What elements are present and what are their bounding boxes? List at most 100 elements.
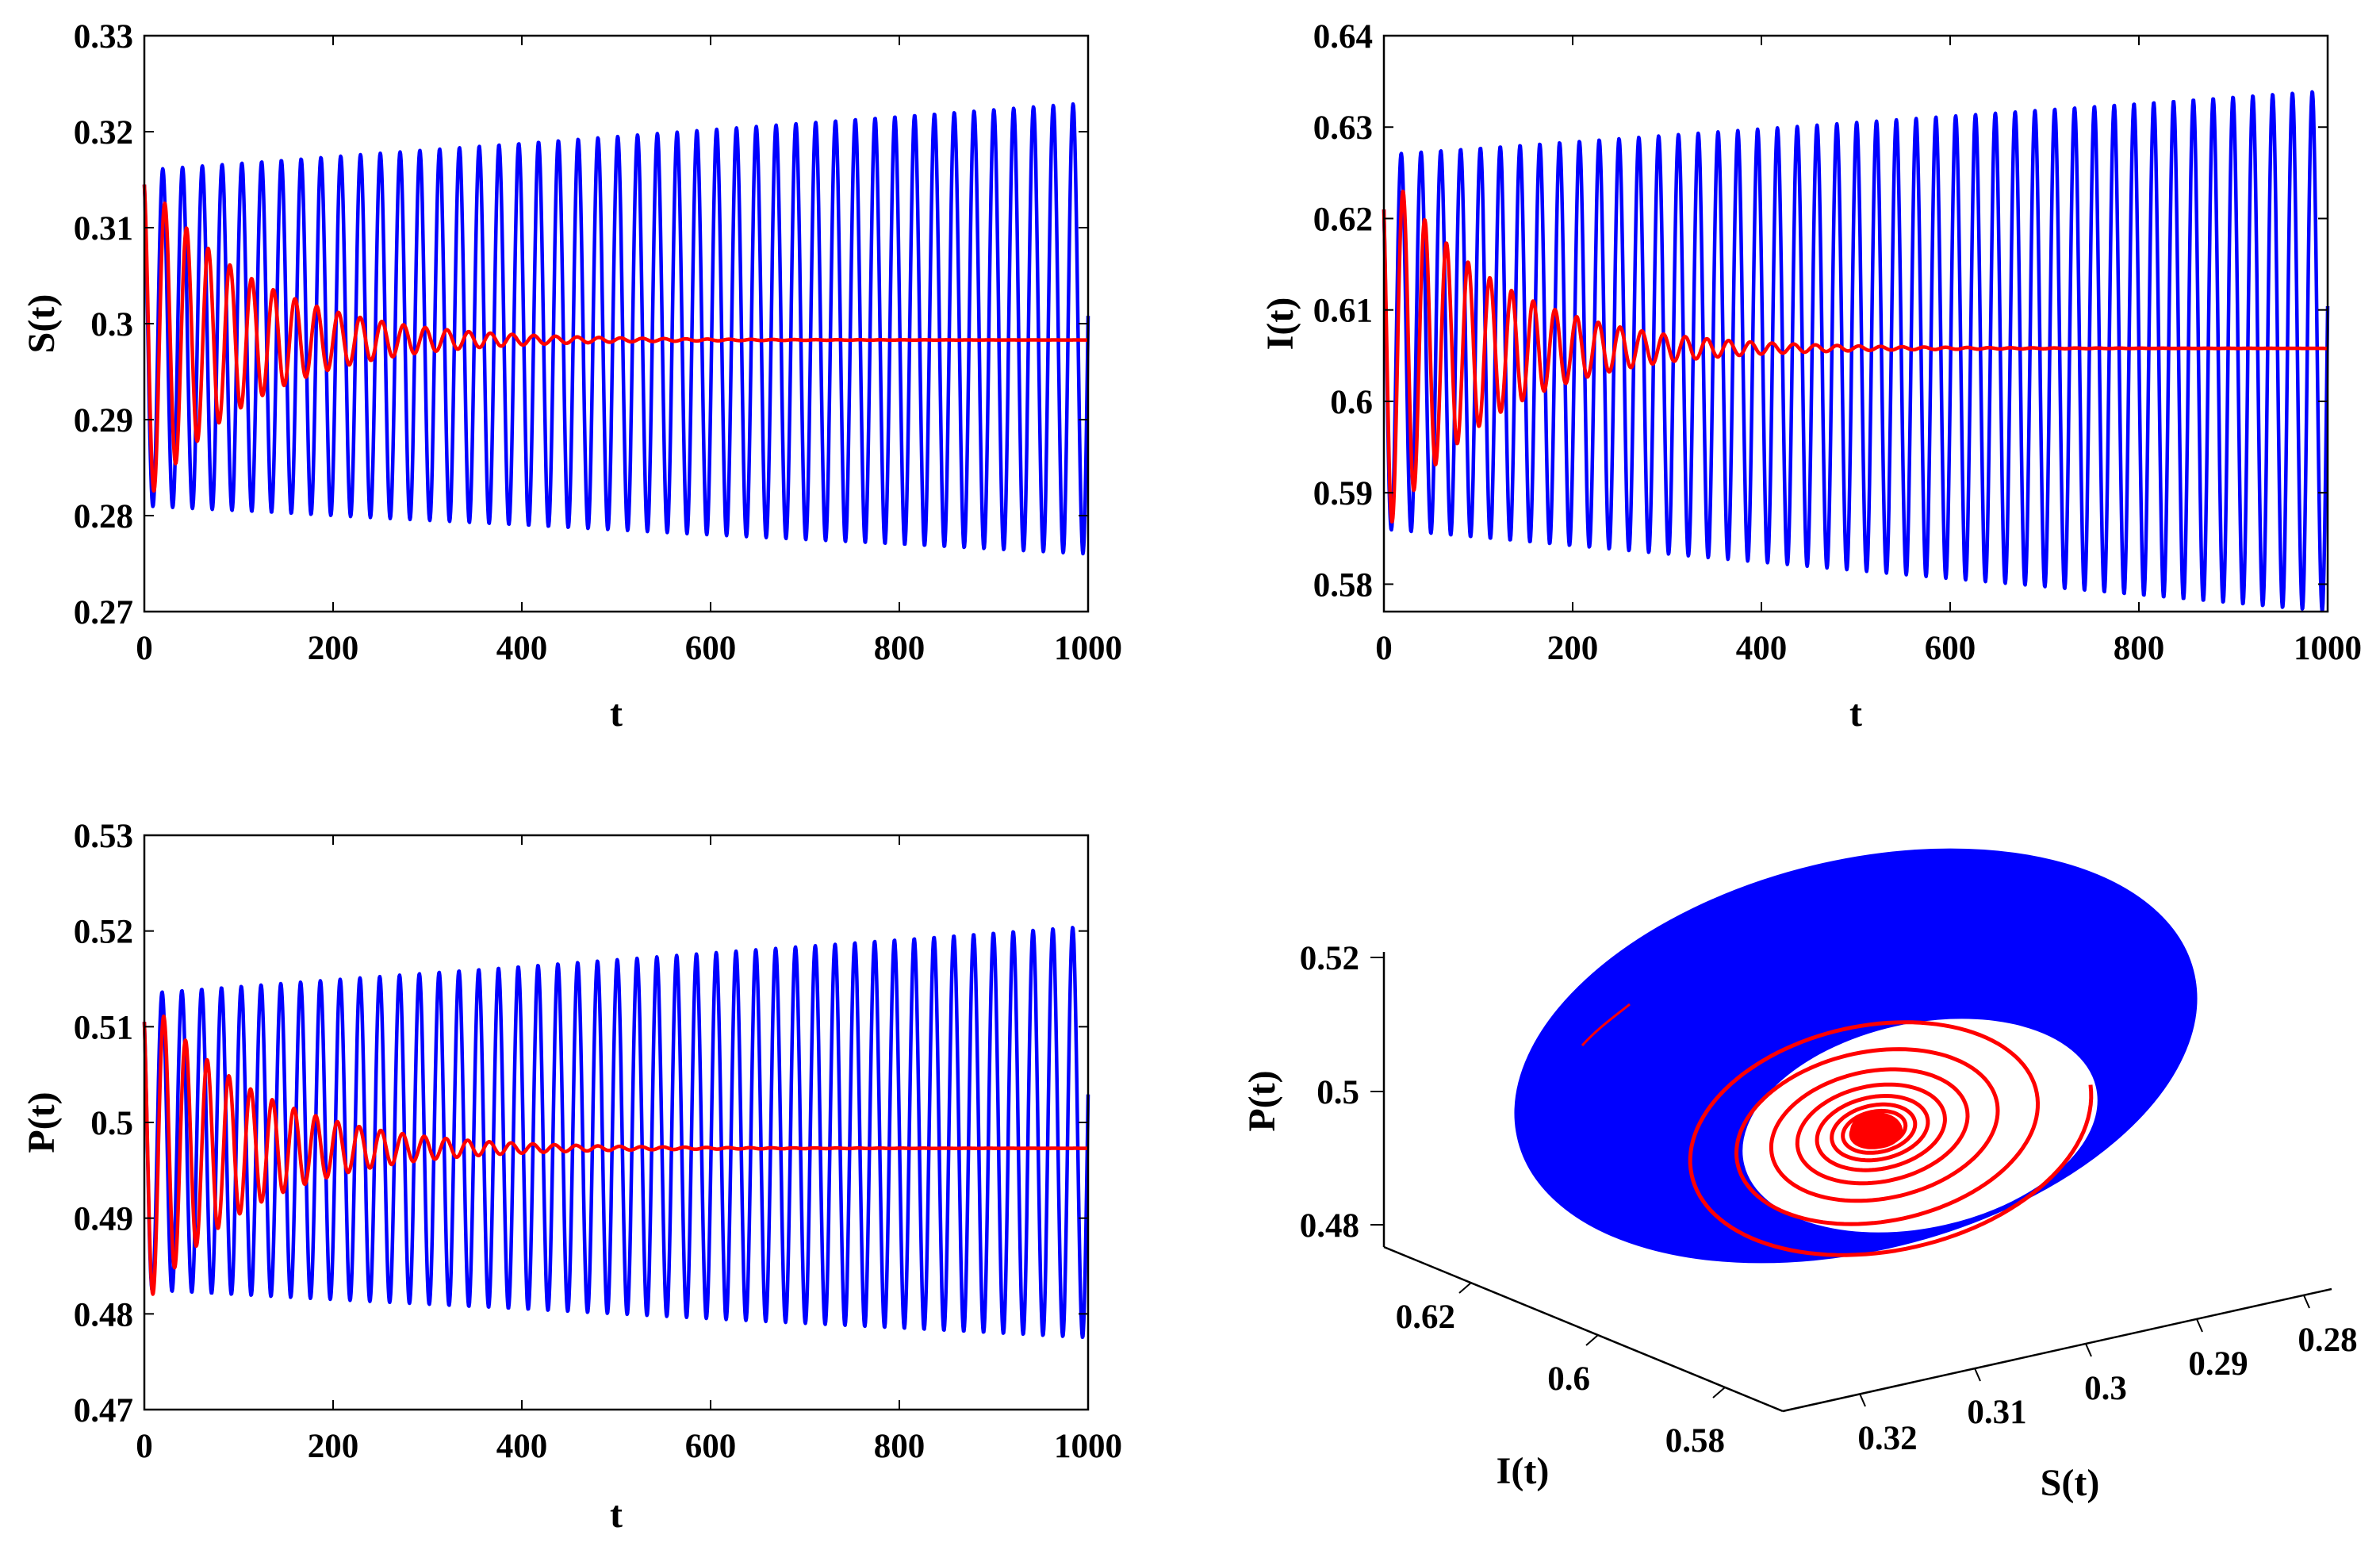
phase-s-tick — [2085, 1343, 2092, 1357]
phase-s-tick — [2196, 1318, 2203, 1333]
s-t-series-red — [142, 184, 1090, 493]
p-t-x-tick-label: 200 — [308, 1428, 359, 1465]
s-t-line-blue — [142, 102, 1090, 556]
i-t-x-tick-label: 1000 — [2294, 630, 2362, 667]
phase-s-axis-line — [1782, 1287, 2332, 1413]
phase-i-ticks: 0.62 0.6 0.58 — [1396, 1282, 1726, 1460]
s-t-x-tick-label: 600 — [685, 630, 737, 667]
s-t-x-tick-label: 200 — [308, 630, 359, 667]
p-t-x-tick-label: 1000 — [1054, 1428, 1122, 1465]
phase-s-tick — [2303, 1295, 2310, 1309]
s-t-y-tick-label: 0.3 — [90, 306, 133, 343]
i-t-y-tick-label: 0.62 — [1313, 201, 1373, 238]
phase-zlabel: P(t) — [1241, 1070, 1283, 1131]
phase-ylabel: I(t) — [1497, 1450, 1550, 1492]
s-t-y-tick-label: 0.29 — [74, 402, 133, 439]
p-t-y-tick-label: 0.49 — [74, 1201, 133, 1238]
p-t-x-ticks: 0 200 400 600 800 1000 — [136, 835, 1122, 1465]
i-t-x-tick-label: 800 — [2114, 630, 2165, 667]
i-t-x-tick-label: 0 — [1375, 630, 1393, 667]
phase-s-ticks: 0.32 0.31 0.3 0.29 0.28 — [1857, 1295, 2358, 1457]
p-t-series-red — [142, 1014, 1090, 1296]
s-t-y-tick-label: 0.31 — [74, 210, 133, 247]
i-t-axes-box — [1382, 34, 2329, 613]
s-t-xlabel: t — [610, 693, 623, 735]
phase-xlabel: S(t) — [2041, 1462, 2100, 1504]
p-t-y-tick-label: 0.48 — [74, 1296, 133, 1333]
phase-s-tick — [1974, 1368, 1981, 1382]
i-t-y-ticks: 0.58 0.59 0.6 0.61 0.62 0.63 0.64 — [1313, 18, 2328, 604]
phase-z-ticks: 0.52 0.5 0.48 — [1300, 940, 1384, 1245]
p-t-x-tick-label: 0 — [136, 1428, 153, 1465]
phase-series-blue — [1514, 848, 2198, 1264]
subplot-p-t: 0 200 400 600 800 1000 0.47 0.48 0.49 0.5 0.51 0.5… — [21, 818, 1122, 1536]
p-t-x-tick-label: 600 — [685, 1428, 737, 1465]
phase-blue-band — [1514, 848, 2198, 1264]
i-t-y-tick-label: 0.61 — [1313, 293, 1373, 330]
i-t-series-red — [1382, 190, 2329, 524]
p-t-y-tick-label: 0.5 — [90, 1105, 133, 1142]
p-t-line-blue — [142, 926, 1090, 1340]
s-t-y-ticks: 0.27 0.28 0.29 0.3 0.31 0.32 0.33 — [74, 18, 1088, 631]
subplot-s-t: 0 200 400 600 800 1000 0.27 0.28 0.29 0.3 0.31 0.3… — [21, 18, 1122, 735]
s-t-x-tick-label: 400 — [496, 630, 548, 667]
s-t-ylabel: S(t) — [21, 294, 63, 354]
i-t-line-blue — [1382, 90, 2330, 613]
phase-red-equilibrium — [1850, 1112, 1903, 1149]
subplot-i-t: 0 200 400 600 800 1000 0.58 0.59 0.6 0.61 0.62 0.6… — [1259, 18, 2362, 735]
phase-s-tick-label: 0.3 — [2084, 1370, 2127, 1407]
phase-i-axis-line — [1383, 1245, 1784, 1413]
p-t-line-red — [142, 1014, 1090, 1296]
phase-i-tick-label: 0.58 — [1665, 1422, 1725, 1460]
s-t-y-tick-label: 0.33 — [74, 18, 133, 56]
i-t-y-tick-label: 0.59 — [1313, 475, 1373, 512]
s-t-y-tick-label: 0.28 — [74, 498, 133, 535]
phase-s-tick-label: 0.28 — [2298, 1322, 2357, 1359]
p-t-series-blue — [142, 926, 1090, 1340]
s-t-x-tick-label: 800 — [874, 630, 926, 667]
i-t-x-ticks: 0 200 400 600 800 1000 — [1375, 36, 2362, 667]
phase-s-tick-label: 0.29 — [2188, 1345, 2248, 1383]
i-t-x-tick-label: 400 — [1736, 630, 1788, 667]
phase-i-tick-label: 0.6 — [1547, 1360, 1590, 1398]
i-t-ylabel: I(t) — [1259, 297, 1301, 351]
i-t-y-tick-label: 0.58 — [1313, 566, 1373, 604]
p-t-y-tick-label: 0.53 — [74, 818, 133, 855]
phase-z-tick-label: 0.52 — [1300, 940, 1359, 977]
subplot-phase-3d: 0.52 0.5 0.48 0.62 0.6 0.58 0.32 0.31 0.… — [1241, 848, 2358, 1504]
s-t-x-tick-label: 0 — [136, 630, 153, 667]
phase-series-red — [1581, 1003, 2094, 1257]
i-t-series-blue — [1382, 90, 2330, 613]
p-t-xlabel: t — [610, 1494, 623, 1536]
phase-s-tick-label: 0.32 — [1857, 1420, 1917, 1457]
phase-red-tail — [1581, 1003, 1631, 1047]
p-t-x-tick-label: 800 — [874, 1428, 926, 1465]
phase-i-tick — [1458, 1282, 1472, 1294]
i-t-y-tick-label: 0.63 — [1313, 109, 1373, 147]
p-t-y-tick-label: 0.51 — [74, 1009, 133, 1046]
s-t-x-ticks: 0 200 400 600 800 1000 — [136, 36, 1122, 667]
i-t-y-tick-label: 0.64 — [1313, 18, 1373, 56]
p-t-x-tick-label: 400 — [496, 1428, 548, 1465]
p-t-y-tick-label: 0.47 — [74, 1392, 133, 1429]
phase-s-tick-label: 0.31 — [1967, 1394, 2026, 1431]
i-t-line-red — [1382, 190, 2329, 524]
phase-i-tick-label: 0.62 — [1396, 1299, 1455, 1336]
s-t-line-red — [142, 184, 1090, 493]
p-t-ylabel: P(t) — [21, 1092, 63, 1153]
phase-z-tick-label: 0.48 — [1300, 1207, 1359, 1245]
phase-s-tick — [1859, 1393, 1866, 1407]
i-t-x-tick-label: 600 — [1925, 630, 1976, 667]
s-t-y-tick-label: 0.27 — [74, 594, 133, 631]
i-t-x-tick-label: 200 — [1547, 630, 1599, 667]
s-t-series-blue — [142, 102, 1090, 556]
p-t-y-tick-label: 0.52 — [74, 914, 133, 951]
phase-i-tick — [1712, 1387, 1726, 1398]
i-t-xlabel: t — [1849, 693, 1862, 735]
phase-i-tick — [1585, 1334, 1599, 1346]
i-t-y-tick-label: 0.6 — [1330, 384, 1373, 421]
s-t-x-tick-label: 1000 — [1054, 630, 1122, 667]
s-t-y-tick-label: 0.32 — [74, 114, 133, 152]
phase-z-tick-label: 0.5 — [1316, 1074, 1359, 1111]
